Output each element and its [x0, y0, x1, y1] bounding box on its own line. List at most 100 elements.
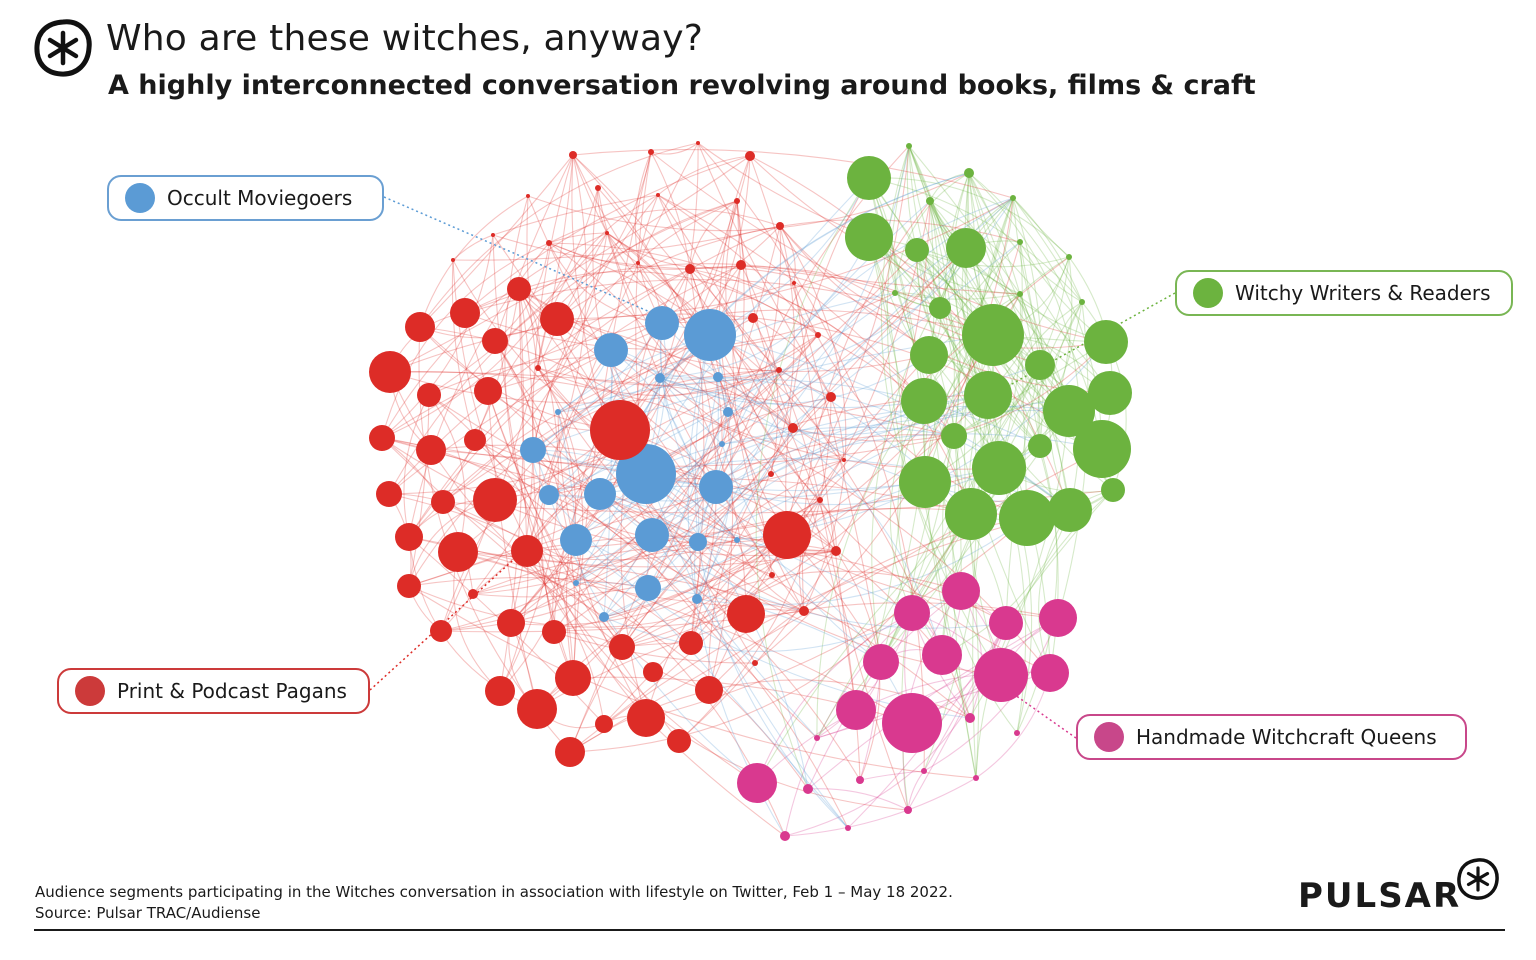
- network-edge: [807, 788, 909, 811]
- network-edge: [548, 232, 608, 244]
- network-edge: [510, 142, 699, 624]
- network-edge: [651, 534, 818, 739]
- network-edge: [452, 225, 781, 261]
- network-edge: [784, 777, 977, 837]
- network-edge: [532, 194, 659, 451]
- network-edge: [696, 225, 795, 600]
- network-edge: [647, 587, 882, 663]
- node-blue: [692, 594, 702, 604]
- node-green: [945, 488, 997, 540]
- network-edge: [697, 142, 870, 238]
- network-edge: [464, 292, 896, 350]
- network-edge: [929, 200, 1107, 343]
- network-edge: [689, 265, 994, 336]
- legend-label-print-podcast-pagans: Print & Podcast Pagans: [117, 679, 347, 703]
- network-edge: [606, 232, 742, 269]
- node-blue: [689, 533, 707, 551]
- node-red: [831, 546, 841, 556]
- network-edge: [389, 369, 780, 404]
- network-edge: [868, 177, 925, 402]
- network-edge: [381, 437, 577, 541]
- network-edge: [678, 396, 832, 742]
- network-edge: [929, 200, 941, 309]
- node-green: [972, 441, 1026, 495]
- network-edge: [610, 349, 700, 543]
- node-blue: [539, 485, 559, 505]
- network-edge: [557, 379, 1041, 447]
- node-green: [941, 423, 967, 449]
- network-edge: [381, 437, 837, 557]
- node-red: [590, 400, 650, 460]
- node-red: [535, 365, 541, 371]
- network-edge: [779, 225, 847, 612]
- network-edge: [548, 242, 691, 270]
- network-edge: [536, 602, 1059, 710]
- network-edge: [504, 195, 647, 719]
- page-title: Who are these witches, anyway?: [106, 18, 704, 59]
- node-red: [464, 429, 486, 451]
- node-red: [376, 481, 402, 507]
- network-edge: [749, 155, 1107, 343]
- node-pink: [780, 831, 790, 841]
- network-edge: [1012, 197, 1070, 258]
- node-red: [438, 532, 478, 572]
- network-edge: [408, 247, 967, 587]
- node-red: [397, 574, 421, 598]
- network-edge: [552, 493, 601, 633]
- network-edge: [689, 267, 930, 356]
- node-blue: [599, 612, 609, 622]
- node-red: [792, 281, 796, 285]
- network-edge: [472, 473, 772, 595]
- network-edge: [908, 145, 1070, 412]
- network-edge: [727, 394, 989, 436]
- node-green: [1101, 478, 1125, 502]
- network-edge: [916, 249, 1070, 268]
- legend-dot-pink: [1094, 722, 1124, 752]
- pulsar-brand-icon: [1457, 858, 1499, 900]
- network-edge: [756, 612, 913, 784]
- network-edge: [907, 622, 1007, 811]
- node-pink: [1031, 654, 1069, 692]
- node-red: [369, 425, 395, 451]
- node-red: [569, 151, 577, 159]
- network-edge: [499, 288, 524, 692]
- network-edge: [553, 631, 756, 664]
- node-blue: [560, 524, 592, 556]
- node-red: [482, 328, 508, 354]
- network-edge: [721, 443, 882, 663]
- network-edge: [678, 200, 931, 742]
- node-red: [788, 423, 798, 433]
- network-edge: [894, 172, 970, 294]
- network-edge: [968, 172, 1111, 394]
- node-red: [451, 258, 455, 262]
- network-edge: [548, 208, 781, 244]
- legend-dot-green: [1193, 278, 1223, 308]
- node-pink: [882, 693, 942, 753]
- node-red: [736, 260, 746, 270]
- node-red: [685, 264, 695, 274]
- network-edge: [868, 177, 1083, 303]
- network-edge: [381, 242, 550, 439]
- node-blue: [520, 437, 546, 463]
- network-edge: [442, 232, 608, 503]
- network-edge: [430, 449, 717, 488]
- node-green: [899, 456, 951, 508]
- node-red: [542, 620, 566, 644]
- node-green: [1043, 385, 1095, 437]
- node-red: [485, 676, 515, 706]
- node-red: [776, 222, 784, 230]
- network-edge: [527, 195, 738, 541]
- network-edge: [389, 371, 955, 437]
- network-edge: [556, 318, 794, 429]
- page-subtitle: A highly interconnected conversation rev…: [108, 70, 1256, 101]
- network-edge: [928, 197, 1014, 356]
- network-edge: [451, 259, 476, 441]
- node-blue: [723, 407, 733, 417]
- node-blue: [713, 372, 723, 382]
- node-red: [605, 231, 609, 235]
- network-edge: [569, 459, 845, 753]
- network-edge: [816, 612, 913, 739]
- network-edge: [572, 154, 861, 781]
- network-edge: [689, 268, 925, 402]
